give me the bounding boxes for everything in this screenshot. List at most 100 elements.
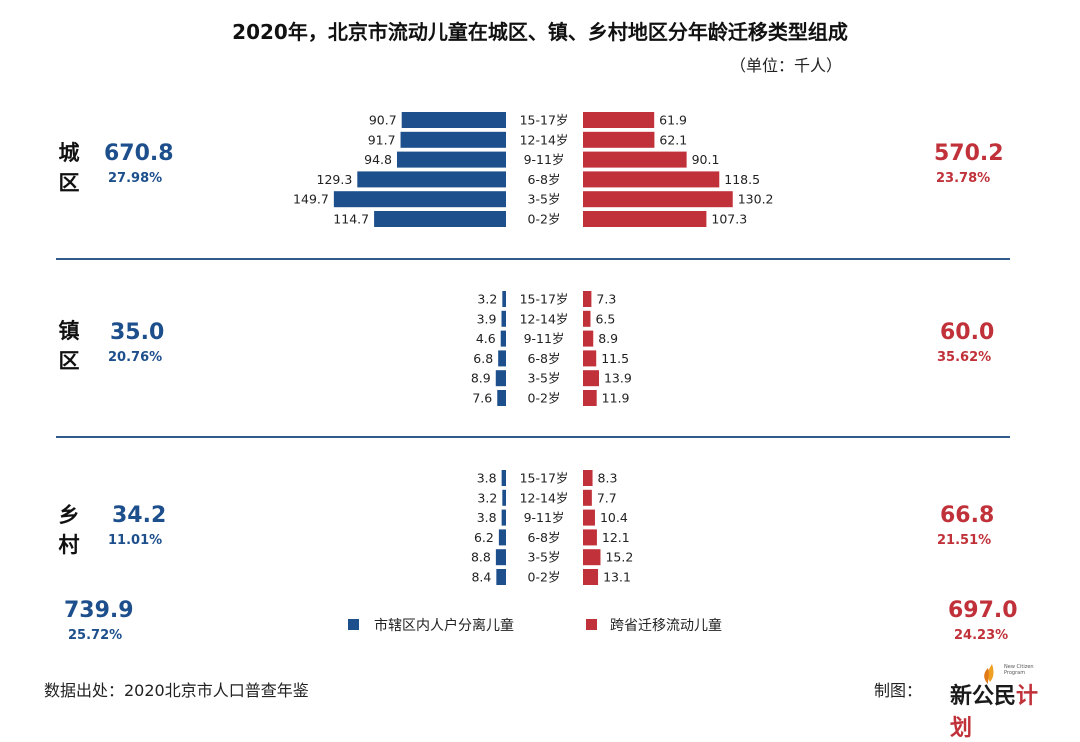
data-label-left: 91.7 bbox=[368, 132, 396, 147]
age-label: 15-17岁 bbox=[520, 471, 569, 486]
data-label-left: 3.8 bbox=[477, 510, 497, 525]
data-label-left: 114.7 bbox=[333, 212, 369, 227]
data-label-right: 62.1 bbox=[659, 132, 687, 147]
age-label: 3-5岁 bbox=[528, 192, 561, 207]
bar-left bbox=[357, 171, 506, 188]
town-left-pct: 20.76% bbox=[108, 350, 163, 365]
bar-left bbox=[401, 112, 506, 128]
overall-right-pct: 24.23% bbox=[954, 628, 1009, 643]
region-char: 村 bbox=[58, 533, 80, 557]
region-label-rural: 乡 村 bbox=[56, 500, 82, 560]
town-left-total: 35.0 bbox=[110, 320, 165, 345]
bar-left bbox=[495, 370, 506, 387]
data-label-left: 8.8 bbox=[471, 550, 491, 565]
data-label-left: 7.6 bbox=[472, 391, 492, 406]
age-label: 0-2岁 bbox=[528, 391, 561, 406]
bar-right bbox=[583, 191, 733, 208]
bar-left bbox=[374, 211, 506, 227]
age-label: 3-5岁 bbox=[528, 550, 561, 565]
bar-left bbox=[498, 350, 506, 367]
age-label: 0-2岁 bbox=[528, 570, 561, 585]
age-label: 6-8岁 bbox=[528, 351, 561, 366]
separator-line bbox=[56, 436, 1010, 438]
data-label-right: 13.1 bbox=[603, 570, 631, 585]
data-label-left: 3.9 bbox=[477, 311, 497, 326]
overall-left-total: 739.9 bbox=[64, 598, 134, 623]
rural-right-total: 66.8 bbox=[940, 503, 995, 528]
bar-left bbox=[496, 569, 506, 585]
bar-right bbox=[583, 112, 655, 128]
bar-left bbox=[502, 489, 506, 506]
data-label-right: 7.7 bbox=[597, 490, 617, 505]
data-label-right: 12.1 bbox=[602, 530, 630, 545]
bar-right bbox=[583, 310, 591, 327]
data-label-left: 3.2 bbox=[477, 490, 497, 505]
rural-left-pct: 11.01% bbox=[108, 533, 163, 548]
data-label-right: 7.3 bbox=[596, 292, 616, 307]
bar-left bbox=[500, 330, 506, 347]
bar-right bbox=[583, 151, 687, 168]
bar-left bbox=[498, 529, 506, 546]
data-label-left: 6.2 bbox=[474, 530, 494, 545]
logo: New Citizen Program 新公民计划 bbox=[948, 658, 1048, 741]
age-label: 12-14岁 bbox=[520, 490, 569, 505]
logo-small-text: New Citizen Program bbox=[1004, 664, 1034, 676]
age-label: 3-5岁 bbox=[528, 371, 561, 386]
data-label-right: 90.1 bbox=[692, 152, 720, 167]
bar-left bbox=[502, 291, 506, 307]
bar-left bbox=[495, 549, 506, 566]
legend-label-red: 跨省迁移流动儿童 bbox=[610, 618, 722, 634]
data-source: 数据出处：2020北京市人口普查年鉴 bbox=[44, 681, 309, 700]
urban-right-pct: 23.78% bbox=[936, 171, 991, 186]
data-label-left: 8.4 bbox=[471, 570, 491, 585]
logo-text: 新公民计划 bbox=[950, 678, 1048, 742]
bar-left bbox=[333, 191, 506, 208]
age-label: 6-8岁 bbox=[528, 172, 561, 187]
age-label: 0-2岁 bbox=[528, 212, 561, 227]
data-label-left: 94.8 bbox=[364, 152, 392, 167]
logo-main-text: 新公民 bbox=[950, 683, 1017, 709]
bar-right bbox=[583, 330, 594, 347]
bar-left bbox=[400, 131, 506, 148]
data-label-left: 3.2 bbox=[477, 292, 497, 307]
region-char: 镇 bbox=[58, 319, 80, 343]
data-label-right: 130.2 bbox=[738, 192, 774, 207]
age-label: 9-11岁 bbox=[524, 510, 565, 525]
bar-left bbox=[501, 470, 506, 486]
age-label: 12-14岁 bbox=[520, 132, 569, 147]
data-label-left: 8.9 bbox=[471, 371, 491, 386]
region-char: 区 bbox=[58, 349, 80, 373]
logo-flame-icon bbox=[984, 664, 994, 684]
rural-left-total: 34.2 bbox=[112, 503, 167, 528]
data-label-right: 107.3 bbox=[711, 212, 747, 227]
region-label-urban: 城 区 bbox=[56, 138, 82, 198]
bar-right bbox=[583, 370, 599, 387]
urban-right-total: 570.2 bbox=[934, 141, 1004, 166]
overall-left-pct: 25.72% bbox=[68, 628, 123, 643]
data-label-right: 13.9 bbox=[604, 371, 632, 386]
bar-left bbox=[396, 151, 506, 168]
bar-right bbox=[583, 291, 592, 307]
data-label-left: 149.7 bbox=[293, 192, 329, 207]
overall-right-total: 697.0 bbox=[948, 598, 1018, 623]
bar-right bbox=[583, 489, 592, 506]
made-by-label: 制图： bbox=[874, 681, 923, 700]
data-label-right: 8.9 bbox=[598, 331, 618, 346]
bar-left bbox=[501, 509, 506, 526]
bar-right bbox=[583, 350, 597, 367]
age-label: 6-8岁 bbox=[528, 530, 561, 545]
data-label-right: 10.4 bbox=[600, 510, 628, 525]
data-label-left: 3.8 bbox=[477, 471, 497, 486]
data-label-right: 6.5 bbox=[595, 311, 615, 326]
town-right-total: 60.0 bbox=[940, 320, 995, 345]
age-label: 9-11岁 bbox=[524, 152, 565, 167]
data-label-left: 90.7 bbox=[369, 113, 397, 128]
town-right-pct: 35.62% bbox=[937, 350, 992, 365]
data-label-right: 11.5 bbox=[601, 351, 629, 366]
urban-left-pct: 27.98% bbox=[108, 171, 163, 186]
bar-left bbox=[497, 390, 506, 406]
data-label-left: 129.3 bbox=[317, 172, 353, 187]
data-label-right: 61.9 bbox=[659, 113, 687, 128]
rural-right-pct: 21.51% bbox=[937, 533, 992, 548]
age-label: 15-17岁 bbox=[520, 113, 569, 128]
